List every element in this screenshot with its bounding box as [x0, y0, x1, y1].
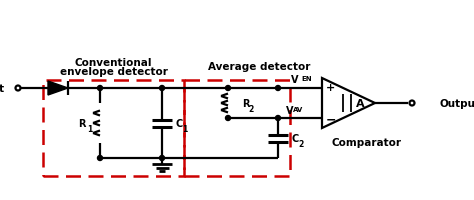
Bar [43, 81, 184, 176]
Text: A: A [356, 99, 365, 108]
Bar [184, 81, 290, 176]
Text: R: R [242, 99, 249, 108]
Text: C: C [176, 118, 183, 128]
Circle shape [159, 156, 164, 161]
Circle shape [275, 86, 281, 91]
Text: V: V [291, 75, 299, 85]
Text: EN: EN [301, 76, 311, 82]
Circle shape [275, 116, 281, 121]
Text: V: V [286, 105, 293, 115]
Text: envelope detector: envelope detector [60, 67, 167, 77]
Circle shape [98, 86, 102, 91]
Text: AV: AV [293, 106, 303, 112]
Text: 2: 2 [298, 139, 303, 148]
Circle shape [226, 86, 230, 91]
Text: −: − [326, 113, 336, 126]
Text: Input: Input [0, 84, 4, 94]
Text: Average detector: Average detector [208, 62, 310, 72]
Text: Comparator: Comparator [332, 137, 402, 147]
Text: 1: 1 [182, 124, 187, 133]
Circle shape [159, 86, 164, 91]
Text: 1: 1 [87, 124, 92, 133]
Text: R: R [78, 118, 86, 128]
Text: 2: 2 [248, 104, 253, 113]
Text: Output: Output [440, 99, 474, 108]
Text: C: C [292, 133, 299, 143]
Text: +: + [327, 83, 336, 93]
Circle shape [98, 156, 102, 161]
Circle shape [226, 116, 230, 121]
Text: Conventional: Conventional [75, 58, 152, 68]
Polygon shape [48, 82, 68, 96]
